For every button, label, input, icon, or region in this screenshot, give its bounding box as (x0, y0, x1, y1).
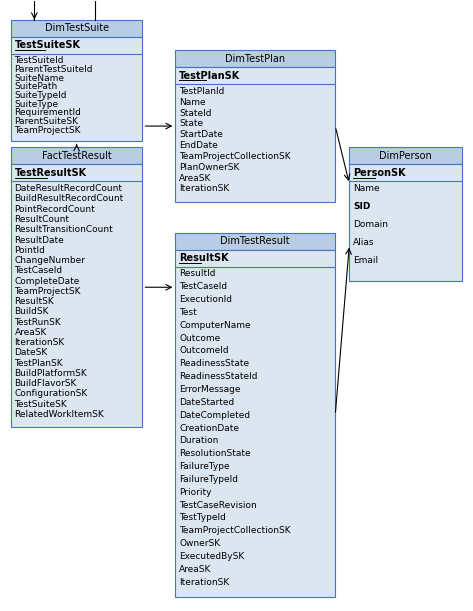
Text: CreationDate: CreationDate (179, 423, 239, 433)
Text: FactTestResult: FactTestResult (42, 151, 112, 161)
Text: Domain: Domain (353, 220, 388, 229)
Text: ReadinessState: ReadinessState (179, 359, 249, 368)
Text: SID: SID (353, 202, 370, 211)
Bar (175, 249, 335, 598)
Text: StateId: StateId (179, 109, 211, 117)
Text: OutcomeId: OutcomeId (179, 346, 229, 356)
Text: State: State (179, 119, 203, 128)
Text: SuitePath: SuitePath (15, 82, 58, 92)
Bar (11, 147, 142, 164)
Text: RequirementId: RequirementId (15, 108, 81, 117)
Text: IterationSK: IterationSK (15, 338, 65, 347)
Text: ParentSuiteSK: ParentSuiteSK (15, 117, 79, 126)
Text: DateResultRecordCount: DateResultRecordCount (15, 185, 123, 193)
Text: SuiteTypeId: SuiteTypeId (15, 91, 67, 100)
Text: AreaSK: AreaSK (179, 174, 211, 183)
Text: TestCaseId: TestCaseId (15, 266, 63, 276)
Text: DimTestResult: DimTestResult (220, 236, 290, 246)
Text: SuiteName: SuiteName (15, 74, 64, 83)
Text: BuildFlavorSK: BuildFlavorSK (15, 379, 77, 388)
Bar (175, 50, 335, 67)
Text: ResolutionState: ResolutionState (179, 449, 251, 458)
Text: TestPlanId: TestPlanId (179, 87, 225, 96)
Text: SuiteType: SuiteType (15, 100, 59, 109)
Text: ResultSK: ResultSK (15, 297, 54, 306)
Bar (11, 37, 142, 141)
Text: ParentTestSuiteId: ParentTestSuiteId (15, 65, 93, 74)
Text: CompleteDate: CompleteDate (15, 277, 80, 285)
Text: DateCompleted: DateCompleted (179, 411, 250, 420)
Text: ResultSK: ResultSK (179, 253, 229, 263)
Bar (175, 67, 335, 202)
Text: ResultTransitionCount: ResultTransitionCount (15, 225, 114, 234)
Text: ResultDate: ResultDate (15, 235, 64, 244)
Text: TeamProjectCollectionSK: TeamProjectCollectionSK (179, 526, 291, 535)
Text: TeamProjectSK: TeamProjectSK (15, 287, 81, 296)
Text: TestResultSK: TestResultSK (15, 168, 87, 178)
Text: AreaSK: AreaSK (15, 328, 47, 337)
Bar (350, 147, 462, 164)
Text: TestPlanSK: TestPlanSK (15, 359, 63, 368)
Text: ResultId: ResultId (179, 269, 216, 279)
Text: BuildResultRecordCount: BuildResultRecordCount (15, 194, 124, 203)
Text: TestSuiteId: TestSuiteId (15, 56, 64, 65)
Bar (11, 20, 142, 37)
Bar (175, 233, 335, 249)
Text: IterationSK: IterationSK (179, 185, 229, 193)
Text: TestCaseId: TestCaseId (179, 282, 227, 291)
Text: Name: Name (179, 98, 206, 107)
Bar (11, 164, 142, 427)
Text: TestSuiteSK: TestSuiteSK (15, 40, 80, 50)
Text: BuildSK: BuildSK (15, 307, 49, 316)
Text: IterationSK: IterationSK (179, 577, 229, 587)
Text: ReadinessStateId: ReadinessStateId (179, 372, 258, 381)
Text: StartDate: StartDate (179, 130, 223, 139)
Text: PointId: PointId (15, 246, 45, 255)
Text: PlanOwnerSK: PlanOwnerSK (179, 163, 239, 172)
Text: Duration: Duration (179, 436, 219, 445)
Text: ExecutedBySK: ExecutedBySK (179, 552, 245, 561)
Text: EndDate: EndDate (179, 141, 218, 150)
Text: FailureType: FailureType (179, 462, 230, 471)
Text: PointRecordCount: PointRecordCount (15, 205, 95, 214)
Text: Email: Email (353, 256, 378, 265)
Text: BuildPlatformSK: BuildPlatformSK (15, 369, 88, 378)
Text: PersonSK: PersonSK (353, 168, 406, 178)
Text: Alias: Alias (353, 238, 375, 247)
Text: DimTestPlan: DimTestPlan (225, 54, 285, 64)
Text: DimTestSuite: DimTestSuite (44, 23, 109, 33)
Text: DateSK: DateSK (15, 348, 48, 357)
Text: Name: Name (353, 185, 380, 193)
Text: ExecutionId: ExecutionId (179, 295, 232, 304)
Text: ConfigurationSK: ConfigurationSK (15, 389, 88, 398)
Text: ChangeNumber: ChangeNumber (15, 256, 86, 265)
Text: ErrorMessage: ErrorMessage (179, 385, 241, 394)
Text: TestSuiteSK: TestSuiteSK (15, 400, 67, 409)
Text: TestRunSK: TestRunSK (15, 318, 61, 327)
Text: DateStarted: DateStarted (179, 398, 235, 407)
Text: Outcome: Outcome (179, 334, 220, 343)
Text: TeamProjectCollectionSK: TeamProjectCollectionSK (179, 152, 291, 161)
Text: TestPlanSK: TestPlanSK (179, 71, 240, 81)
Text: AreaSK: AreaSK (179, 565, 211, 574)
Text: RelatedWorkItemSK: RelatedWorkItemSK (15, 410, 105, 419)
Text: FailureTypeId: FailureTypeId (179, 475, 238, 484)
Text: Priority: Priority (179, 488, 211, 497)
Text: DimPerson: DimPerson (379, 151, 432, 161)
Text: TestTypeId: TestTypeId (179, 513, 226, 522)
Text: OwnerSK: OwnerSK (179, 539, 220, 548)
Text: ResultCount: ResultCount (15, 215, 70, 224)
Text: ComputerName: ComputerName (179, 321, 251, 330)
Text: TeamProjectSK: TeamProjectSK (15, 126, 81, 134)
Bar (350, 164, 462, 281)
Text: TestCaseRevision: TestCaseRevision (179, 500, 257, 510)
Text: Test: Test (179, 308, 197, 317)
